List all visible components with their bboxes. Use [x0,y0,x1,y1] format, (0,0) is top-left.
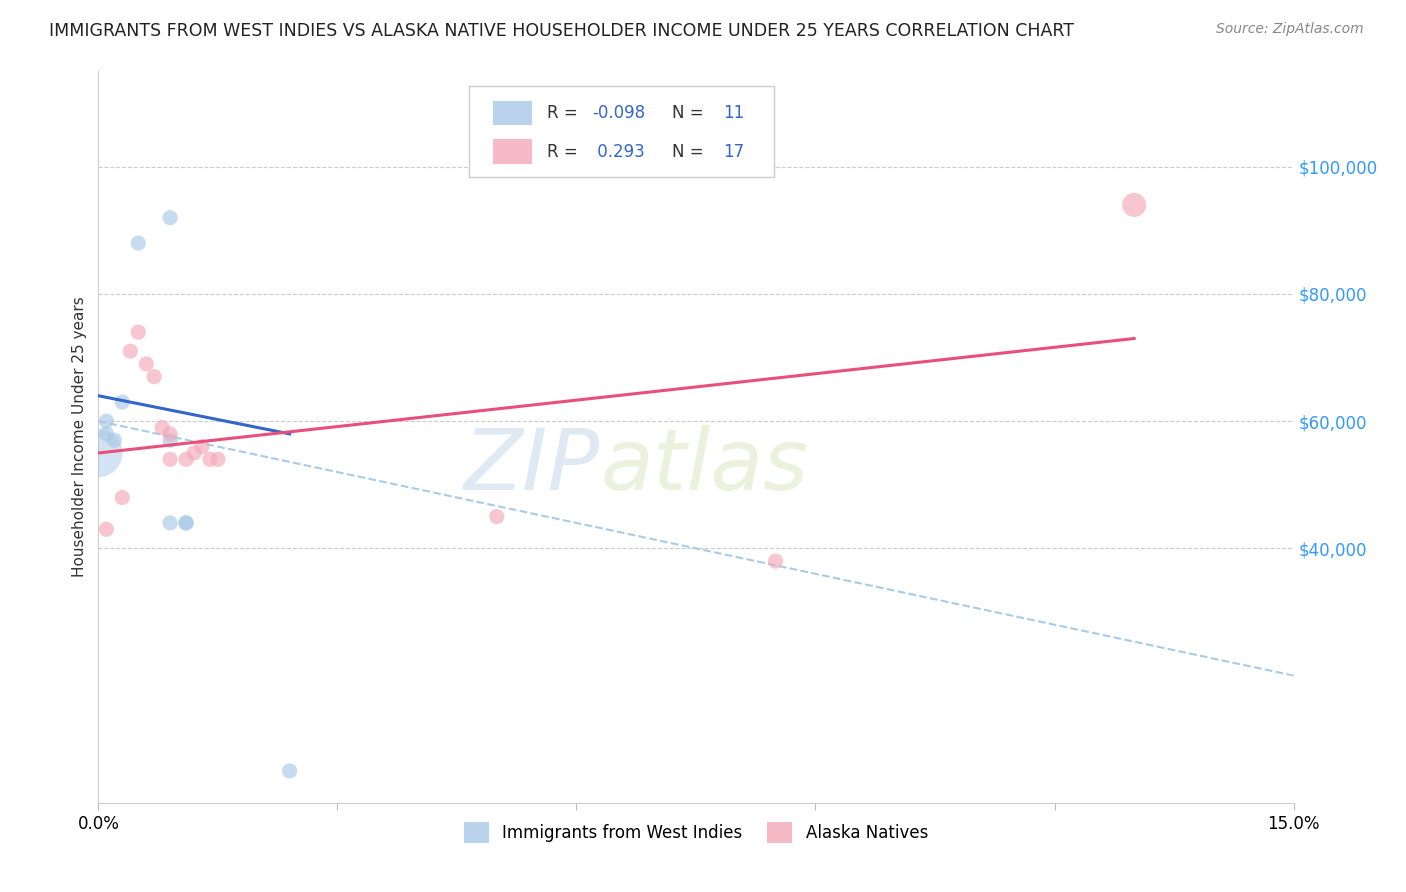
Point [278,764,301,778]
Point [183,446,205,460]
Text: IMMIGRANTS FROM WEST INDIES VS ALASKA NATIVE HOUSEHOLDER INCOME UNDER 25 YEARS C: IMMIGRANTS FROM WEST INDIES VS ALASKA NA… [49,22,1074,40]
FancyBboxPatch shape [470,86,773,178]
Point [485,509,508,524]
Point [174,516,197,530]
Point [103,434,125,448]
Point [198,452,221,467]
Point [159,211,181,225]
Point [1123,198,1146,212]
Point [150,420,173,434]
Point [87,446,110,460]
Point [120,344,142,359]
Legend: Immigrants from West Indies, Alaska Natives: Immigrants from West Indies, Alaska Nati… [457,815,935,849]
Text: R =: R = [547,104,582,122]
Point [111,395,134,409]
Point [207,452,229,467]
Point [159,426,181,441]
Point [96,522,118,536]
Text: R =: R = [547,143,582,161]
FancyBboxPatch shape [494,139,533,164]
Point [127,325,149,339]
Point [159,452,181,467]
Text: 0.293: 0.293 [592,143,645,161]
Point [143,369,166,384]
Text: -0.098: -0.098 [592,104,645,122]
Text: 17: 17 [724,143,745,161]
Text: atlas: atlas [600,425,808,508]
Y-axis label: Householder Income Under 25 years: Householder Income Under 25 years [72,297,87,577]
Point [96,414,118,428]
Point [174,516,197,530]
Point [96,426,118,441]
Point [174,452,197,467]
Point [135,357,157,371]
Text: N =: N = [672,104,709,122]
Point [159,516,181,530]
Point [191,440,214,454]
Text: N =: N = [672,143,709,161]
Point [111,491,134,505]
Text: 11: 11 [724,104,745,122]
FancyBboxPatch shape [494,101,533,126]
Point [765,554,787,568]
Point [127,236,149,251]
Point [159,434,181,448]
Text: ZIP: ZIP [464,425,600,508]
Text: Source: ZipAtlas.com: Source: ZipAtlas.com [1216,22,1364,37]
